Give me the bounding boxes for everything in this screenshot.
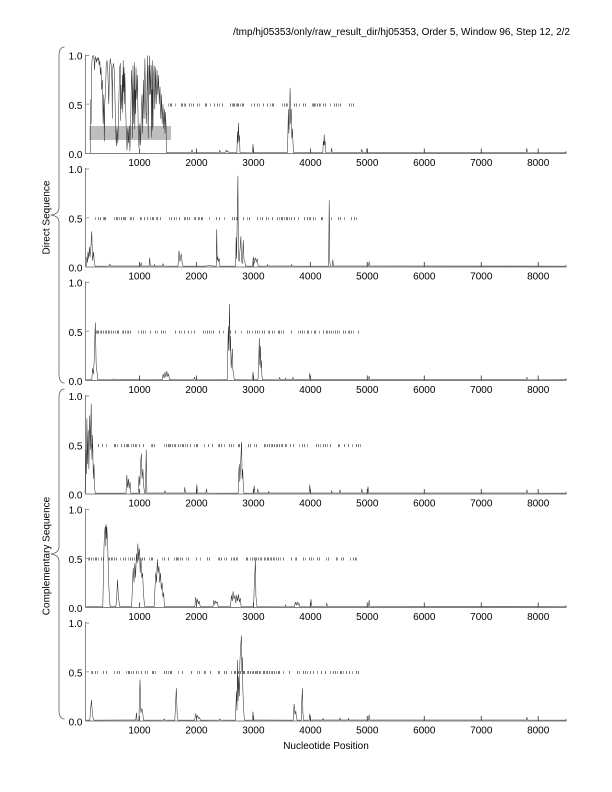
svg-text:0.5: 0.5 bbox=[69, 669, 83, 680]
svg-text:8000: 8000 bbox=[527, 385, 550, 396]
svg-text:0.0: 0.0 bbox=[69, 491, 83, 502]
svg-text:Nucleotide Position: Nucleotide Position bbox=[283, 741, 369, 752]
svg-text:5000: 5000 bbox=[356, 726, 379, 737]
svg-text:0.0: 0.0 bbox=[69, 150, 83, 161]
svg-text:0.5: 0.5 bbox=[69, 328, 83, 339]
svg-text:1000: 1000 bbox=[128, 272, 151, 283]
svg-text:0.5: 0.5 bbox=[69, 101, 83, 112]
svg-text:4000: 4000 bbox=[299, 272, 322, 283]
svg-text:8000: 8000 bbox=[527, 158, 550, 169]
svg-text:1000: 1000 bbox=[128, 612, 151, 623]
svg-text:2000: 2000 bbox=[185, 158, 208, 169]
svg-text:1.0: 1.0 bbox=[69, 278, 83, 289]
svg-text:6000: 6000 bbox=[413, 272, 436, 283]
svg-text:6000: 6000 bbox=[413, 385, 436, 396]
svg-text:2000: 2000 bbox=[185, 272, 208, 283]
svg-text:6000: 6000 bbox=[413, 158, 436, 169]
svg-text:3000: 3000 bbox=[242, 499, 265, 510]
svg-text:5000: 5000 bbox=[356, 385, 379, 396]
svg-text:6000: 6000 bbox=[413, 612, 436, 623]
svg-text:7000: 7000 bbox=[470, 499, 493, 510]
svg-text:1000: 1000 bbox=[128, 158, 151, 169]
svg-text:1000: 1000 bbox=[128, 726, 151, 737]
svg-text:3000: 3000 bbox=[242, 726, 265, 737]
svg-text:4000: 4000 bbox=[299, 726, 322, 737]
svg-text:2000: 2000 bbox=[185, 385, 208, 396]
svg-text:0.0: 0.0 bbox=[69, 604, 83, 615]
svg-text:1000: 1000 bbox=[128, 499, 151, 510]
svg-text:1.0: 1.0 bbox=[69, 505, 83, 516]
svg-text:7000: 7000 bbox=[470, 726, 493, 737]
svg-text:1.0: 1.0 bbox=[69, 51, 83, 62]
svg-text:8000: 8000 bbox=[527, 499, 550, 510]
svg-text:1.0: 1.0 bbox=[69, 165, 83, 176]
svg-text:8000: 8000 bbox=[527, 726, 550, 737]
svg-text:5000: 5000 bbox=[356, 612, 379, 623]
svg-text:5000: 5000 bbox=[356, 499, 379, 510]
svg-text:1000: 1000 bbox=[128, 385, 151, 396]
svg-text:6000: 6000 bbox=[413, 726, 436, 737]
svg-text:3000: 3000 bbox=[242, 272, 265, 283]
svg-text:1.0: 1.0 bbox=[69, 619, 83, 630]
svg-text:5000: 5000 bbox=[356, 272, 379, 283]
svg-text:7000: 7000 bbox=[470, 385, 493, 396]
svg-text:Complementary Sequence: Complementary Sequence bbox=[41, 496, 52, 615]
svg-text:4000: 4000 bbox=[299, 499, 322, 510]
svg-text:4000: 4000 bbox=[299, 612, 322, 623]
svg-text:8000: 8000 bbox=[527, 272, 550, 283]
svg-text:/tmp/hj05353/only/raw_result_d: /tmp/hj05353/only/raw_result_dir/hj05353… bbox=[233, 27, 570, 38]
svg-text:2000: 2000 bbox=[185, 612, 208, 623]
svg-text:0.5: 0.5 bbox=[69, 555, 83, 566]
svg-text:6000: 6000 bbox=[413, 499, 436, 510]
svg-text:7000: 7000 bbox=[470, 272, 493, 283]
svg-text:0.0: 0.0 bbox=[69, 718, 83, 729]
svg-text:7000: 7000 bbox=[470, 612, 493, 623]
svg-text:4000: 4000 bbox=[299, 385, 322, 396]
svg-text:3000: 3000 bbox=[242, 612, 265, 623]
svg-text:5000: 5000 bbox=[356, 158, 379, 169]
svg-text:2000: 2000 bbox=[185, 726, 208, 737]
svg-text:3000: 3000 bbox=[242, 158, 265, 169]
svg-text:3000: 3000 bbox=[242, 385, 265, 396]
svg-text:1.0: 1.0 bbox=[69, 392, 83, 403]
svg-text:7000: 7000 bbox=[470, 158, 493, 169]
svg-text:0.5: 0.5 bbox=[69, 215, 83, 226]
svg-text:2000: 2000 bbox=[185, 499, 208, 510]
svg-text:4000: 4000 bbox=[299, 158, 322, 169]
svg-text:8000: 8000 bbox=[527, 612, 550, 623]
svg-text:Direct Sequence: Direct Sequence bbox=[41, 180, 52, 254]
svg-text:0.0: 0.0 bbox=[69, 377, 83, 388]
svg-text:0.5: 0.5 bbox=[69, 442, 83, 453]
svg-text:0.0: 0.0 bbox=[69, 264, 83, 275]
